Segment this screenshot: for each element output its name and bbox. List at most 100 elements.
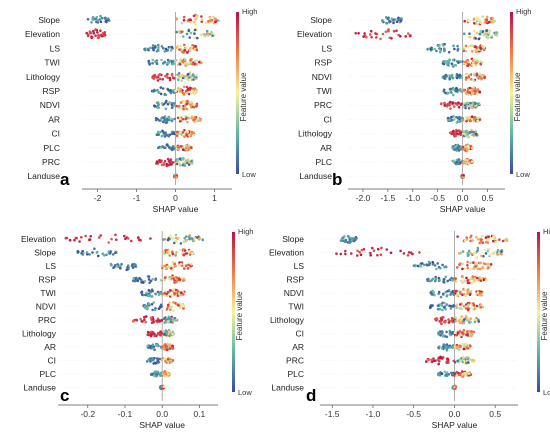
shap-point — [86, 252, 89, 256]
shap-point — [101, 252, 105, 256]
shap-point — [459, 90, 463, 93]
shap-point — [464, 158, 467, 162]
shap-point — [427, 277, 430, 281]
colorbar-high-label: High — [242, 7, 257, 16]
shap-point — [465, 129, 468, 133]
shap-point — [456, 266, 459, 269]
shap-point — [479, 46, 483, 50]
shap-point — [170, 306, 173, 309]
feature-row-elevation: Elevation — [297, 28, 505, 41]
shap-point — [159, 86, 163, 89]
shap-point — [158, 333, 162, 337]
shap-point — [453, 374, 456, 377]
shap-point — [191, 62, 195, 66]
shap-point — [453, 331, 457, 335]
shap-point — [160, 134, 164, 138]
feature-label: Lithology — [26, 72, 61, 82]
x-axis: -2.0 -1.5 -1.0 -0.5 0.0 0.5 — [348, 188, 505, 203]
shap-point — [462, 287, 465, 291]
shap-point — [192, 14, 196, 18]
feature-label: TWI — [44, 58, 60, 68]
shap-point — [182, 279, 185, 283]
shap-point — [375, 32, 378, 36]
shap-point — [194, 18, 197, 21]
shap-point — [152, 89, 156, 92]
shap-point — [447, 102, 450, 106]
shap-point — [103, 31, 107, 34]
shap-point — [181, 131, 185, 134]
shap-point — [163, 50, 166, 53]
shap-point — [99, 14, 102, 18]
shap-point — [451, 147, 455, 150]
feature-row-plc: PLC — [315, 157, 505, 167]
shap-point — [454, 316, 458, 320]
shap-point — [476, 59, 479, 63]
shap-point — [445, 303, 449, 306]
shap-point — [85, 251, 89, 254]
shap-point — [395, 29, 398, 32]
shap-point — [147, 59, 150, 63]
shap-point — [443, 104, 446, 107]
shap-point — [475, 74, 479, 77]
shap-point — [162, 385, 166, 389]
shap-point — [193, 20, 196, 24]
shap-point — [442, 334, 446, 337]
shap-point — [440, 102, 443, 106]
shap-point — [470, 160, 474, 163]
shap-point — [133, 262, 136, 266]
shap-point — [481, 241, 485, 244]
shap-point — [171, 332, 174, 336]
shap-point — [475, 22, 478, 26]
shap-point — [459, 87, 462, 91]
shap-point — [171, 252, 175, 256]
shap-point — [173, 102, 176, 105]
shap-point — [464, 307, 468, 310]
shap-point — [112, 266, 115, 270]
shap-point — [90, 35, 94, 39]
shap-point — [153, 308, 157, 312]
shap-point — [493, 251, 497, 254]
shap-point — [151, 308, 154, 312]
shap-point — [501, 239, 505, 243]
shap-point — [469, 290, 472, 293]
shap-point — [483, 76, 486, 80]
shap-point — [397, 33, 401, 37]
x-tick-label: -0.1 — [118, 409, 133, 419]
shap-point — [175, 104, 178, 108]
shap-point — [199, 33, 203, 37]
shap-point — [456, 162, 460, 166]
panel-a: -2 -1 0 1 SHAP value a Slope Elevation LS TWI Lith… — [25, 7, 257, 214]
shap-point — [463, 133, 467, 136]
shap-point — [458, 74, 462, 77]
shap-point — [462, 355, 465, 359]
x-tick-label: 0.0 — [449, 409, 461, 419]
shap-point — [105, 253, 108, 256]
shap-point — [470, 90, 473, 93]
feature-label: TWI — [288, 302, 304, 312]
shap-point — [456, 331, 460, 335]
shap-point — [157, 293, 161, 297]
feature-label: PLC — [39, 369, 56, 379]
feature-row-ndvi: NDVI — [40, 99, 232, 111]
shap-point — [164, 267, 168, 270]
shap-point — [151, 58, 155, 62]
shap-point — [346, 234, 350, 238]
feature-label: Lithology — [270, 315, 305, 325]
shap-point — [166, 61, 169, 65]
shap-point — [89, 234, 92, 238]
shap-point — [454, 145, 457, 149]
shap-point — [438, 278, 441, 282]
shap-point — [162, 102, 166, 106]
shap-point — [446, 289, 449, 293]
shap-point — [440, 322, 443, 325]
shap-point — [455, 289, 458, 293]
shap-point — [178, 157, 182, 160]
shap-point — [156, 319, 159, 322]
shap-point — [168, 146, 171, 149]
feature-row-twi: TWI — [288, 301, 518, 312]
shap-point — [177, 236, 180, 240]
shap-point — [180, 74, 183, 77]
shap-point — [360, 248, 364, 252]
shap-point — [443, 76, 446, 80]
shap-point — [459, 345, 462, 349]
